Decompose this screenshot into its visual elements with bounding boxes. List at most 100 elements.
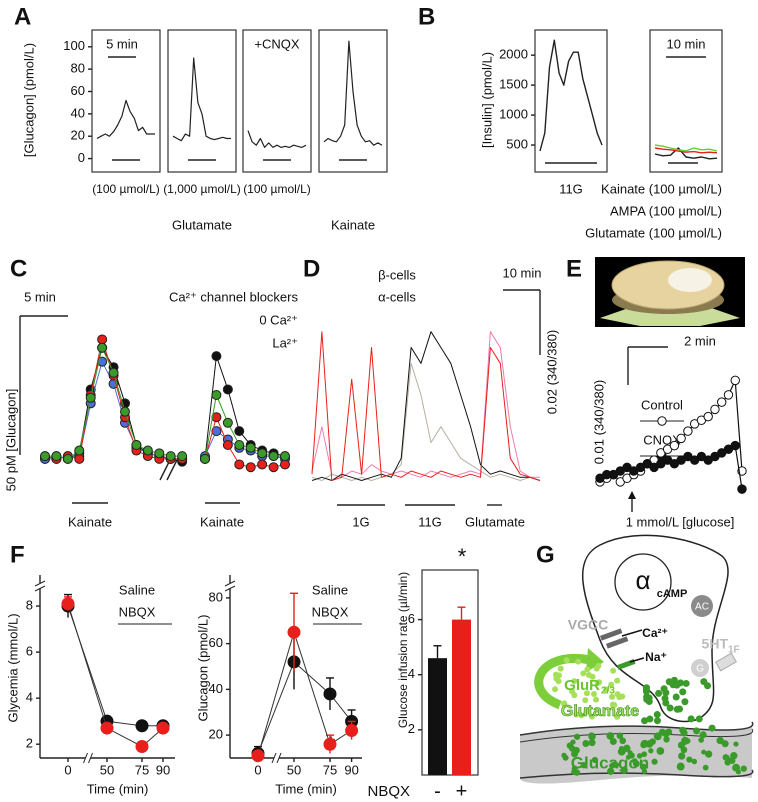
trace-line [96,99,155,140]
ion-label: Na⁺ [645,650,667,664]
granule [691,758,698,765]
glutamate-dot [619,693,626,700]
trace-line [67,603,164,747]
glutamate-dot [610,667,617,674]
islet-image [595,257,745,327]
granule [572,746,580,754]
granule [681,698,689,706]
data-point [710,404,720,415]
glutamate-dot [611,702,618,709]
granule [636,753,643,759]
data-point [211,351,222,362]
y-tick-label: 500 [506,136,528,151]
panel-letter: G [536,541,555,568]
glutamate-dot [603,686,610,693]
legend-label: Saline [119,582,155,597]
camp-label: cAMP [657,588,688,600]
granule [631,758,638,764]
granule [643,684,651,692]
panel-letter: A [14,3,31,30]
data-point [703,411,713,422]
data-point [676,433,686,444]
legend-label: NBQX [119,604,156,619]
plot-frame [534,29,608,173]
glutamate-dot [557,665,564,672]
granule [640,741,647,749]
data-point [323,687,337,701]
x-tick-label: 90 [156,762,170,777]
data-point [251,749,265,763]
plot-frame [421,569,479,776]
glutamate-dot [596,679,603,686]
granule [653,711,661,719]
granule [658,728,666,736]
glur-subscript: 2/3 [601,686,615,697]
scale-bar-label: 50 pM [Glucagon] [3,389,18,492]
granule [732,763,741,772]
axis-break [274,753,279,763]
y-axis-label: [Glucagon] (pmol/L) [21,43,36,157]
granule [616,732,624,740]
data-point [345,724,359,738]
granule [687,715,695,723]
granule [641,717,649,725]
data-point [108,367,119,378]
granule [656,747,665,755]
granule [681,736,690,745]
legend-label: Ca²⁺ channel blockers [169,289,298,304]
legend-label: Control [641,397,683,412]
x-tick-label: 75 [323,762,337,777]
granule [591,756,599,764]
data-point [234,426,245,437]
data-point [200,453,210,464]
bar [428,658,447,775]
axis-break [276,752,282,764]
axis-break [83,752,88,764]
vgcc-label: VGCC [568,617,608,633]
granule [724,759,731,766]
glutamate-dot [593,665,600,672]
concentration-label: (1,000 µmol/L) [163,182,241,196]
vgcc-channel [599,628,623,641]
glutamate-dot [573,711,580,718]
glutamate-dot [552,686,559,693]
group-label: Glutamate [172,217,232,232]
granule [609,737,617,745]
granule [588,739,596,747]
bar [452,619,471,775]
receptor [715,652,737,672]
granule [705,750,713,758]
trace-line [311,331,540,478]
granule [670,676,678,684]
data-point [156,721,170,735]
granule [661,694,669,702]
data-point [287,625,301,639]
cell-label: α [635,565,650,595]
ac-label: AC [695,602,709,613]
granule [663,736,670,743]
granule [570,739,576,745]
data-point [74,445,85,456]
vessel-wall [519,721,754,736]
granule [693,727,701,735]
glutamate-dot [590,691,597,698]
y-tick-label: 6 [26,644,33,659]
y-tick-label: 2 [26,736,33,751]
glutamate-dot [555,672,562,679]
scale-bar-label: 0.01 (340/380) [591,380,606,465]
granule [680,746,688,754]
granule [716,736,724,745]
granule [580,761,587,769]
axis-break [224,580,236,587]
legend-label: AMPA (100 µmol/L) [610,203,722,218]
data-point [51,451,62,462]
y-axis-label: Glucagon (pmol/L) [195,615,210,722]
glucagon-label: Glucagon [571,753,649,772]
trace-line [654,147,718,160]
granule [722,754,729,761]
legend-label: NBQX [312,604,349,619]
stimulus-label: Glutamate [465,514,525,529]
data-point [120,406,130,417]
trace-line [311,331,541,481]
data-point [245,462,256,473]
